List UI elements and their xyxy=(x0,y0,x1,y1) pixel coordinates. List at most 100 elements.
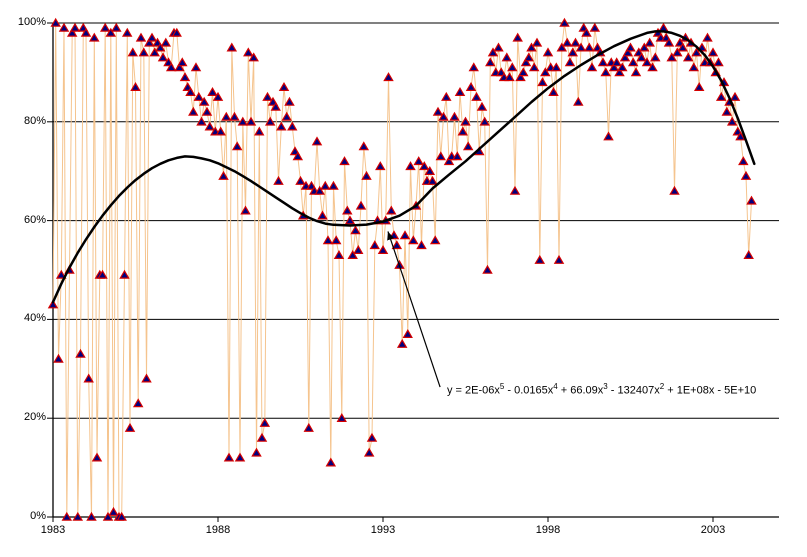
data-point-marker xyxy=(487,47,499,57)
x-tick-label-1983: 1983 xyxy=(40,524,66,536)
data-point-marker xyxy=(476,101,488,111)
data-point-marker xyxy=(691,47,702,57)
equation-text: + 1E+08x - 5E+10 xyxy=(664,384,757,397)
data-point-marker xyxy=(146,32,158,42)
data-point-marker xyxy=(262,91,273,101)
data-point-marker xyxy=(179,72,191,82)
data-point-marker xyxy=(537,77,548,87)
data-point-marker xyxy=(589,22,601,32)
data-point-marker xyxy=(303,422,314,432)
data-point-marker xyxy=(66,27,78,37)
data-point-marker xyxy=(581,27,592,37)
data-point-marker xyxy=(597,57,609,67)
data-point-marker xyxy=(278,82,290,91)
data-point-marker xyxy=(273,175,284,185)
data-point-marker xyxy=(517,67,529,77)
data-point-marker xyxy=(165,62,177,72)
data-point-marker xyxy=(504,72,515,82)
data-point-marker xyxy=(702,32,713,42)
data-point-marker xyxy=(559,17,570,27)
data-point-marker xyxy=(471,91,482,101)
data-point-marker xyxy=(212,91,224,101)
data-point-marker xyxy=(427,175,438,185)
data-point-marker xyxy=(325,457,337,467)
data-point-marker xyxy=(677,42,688,52)
data-point-marker xyxy=(424,166,436,175)
data-point-marker xyxy=(111,22,122,32)
data-point-marker xyxy=(429,235,441,245)
data-point-marker xyxy=(669,185,680,195)
data-point-marker xyxy=(501,52,512,62)
data-point-marker xyxy=(721,106,733,116)
data-point-marker xyxy=(641,57,653,67)
data-point-marker xyxy=(177,57,188,67)
data-point-marker xyxy=(465,82,477,91)
data-point-marker xyxy=(540,67,551,77)
data-point-marker xyxy=(493,42,504,52)
data-point-marker xyxy=(72,511,84,521)
data-point-marker xyxy=(204,121,215,131)
data-point-marker xyxy=(454,87,466,96)
x-tick-label-2003: 2003 xyxy=(700,524,726,536)
data-point-marker xyxy=(322,235,334,245)
y-tick-label-60: 60% xyxy=(23,214,46,226)
data-point-marker xyxy=(726,116,738,126)
data-point-marker xyxy=(402,328,413,338)
data-point-marker xyxy=(218,170,229,180)
equation-text: - 132407x xyxy=(607,384,660,397)
data-point-marker xyxy=(509,185,521,195)
x-tick-label-1998: 1998 xyxy=(535,524,561,536)
data-point-marker xyxy=(479,116,490,126)
data-point-marker xyxy=(413,156,424,166)
data-point-marker xyxy=(388,230,400,240)
data-point-marker xyxy=(124,422,136,432)
data-point-marker xyxy=(408,235,419,245)
data-point-marker xyxy=(231,141,243,151)
data-point-marker xyxy=(548,87,559,96)
data-point-marker xyxy=(639,42,650,52)
data-point-marker xyxy=(707,47,719,57)
data-point-marker xyxy=(688,62,700,72)
data-point-marker xyxy=(600,67,612,77)
gridlines xyxy=(53,22,779,518)
data-point-marker xyxy=(342,205,353,215)
data-point-marker xyxy=(135,32,147,42)
data-point-marker xyxy=(369,240,380,250)
y-tick-label-40: 40% xyxy=(23,312,46,324)
data-point-marker xyxy=(457,126,469,136)
data-point-marker xyxy=(520,57,532,67)
data-point-marker xyxy=(586,62,598,72)
data-point-marker xyxy=(573,96,584,106)
data-point-marker xyxy=(542,47,554,57)
data-point-marker xyxy=(171,27,182,37)
data-point-marker xyxy=(55,269,67,279)
data-point-marker xyxy=(53,353,64,363)
data-point-marker xyxy=(221,111,232,121)
equation-superscript: 3 xyxy=(603,382,608,391)
data-point-marker xyxy=(619,52,631,62)
data-point-marker xyxy=(622,47,634,57)
data-point-marker xyxy=(292,151,304,161)
equation-text: - 0.0165x xyxy=(504,384,554,397)
data-point-marker xyxy=(746,195,757,205)
data-point-marker xyxy=(256,432,268,442)
annotation-arrow-icon xyxy=(387,231,441,388)
data-point-marker xyxy=(649,52,661,62)
data-point-marker xyxy=(550,62,562,72)
data-point-marker xyxy=(375,161,386,171)
data-point-marker xyxy=(196,116,207,126)
data-point-marker xyxy=(157,52,169,62)
data-point-marker xyxy=(248,52,259,62)
data-point-marker xyxy=(86,511,97,521)
y-tick-label-80: 80% xyxy=(23,115,46,127)
data-point-marker xyxy=(50,17,61,27)
data-point-marker xyxy=(193,91,205,101)
data-point-marker xyxy=(443,156,455,166)
data-point-marker xyxy=(155,42,166,52)
data-point-marker xyxy=(320,180,331,190)
data-point-marker xyxy=(259,417,271,427)
data-point-marker xyxy=(287,121,298,131)
data-point-marker xyxy=(405,161,416,171)
data-point-marker xyxy=(658,22,669,32)
